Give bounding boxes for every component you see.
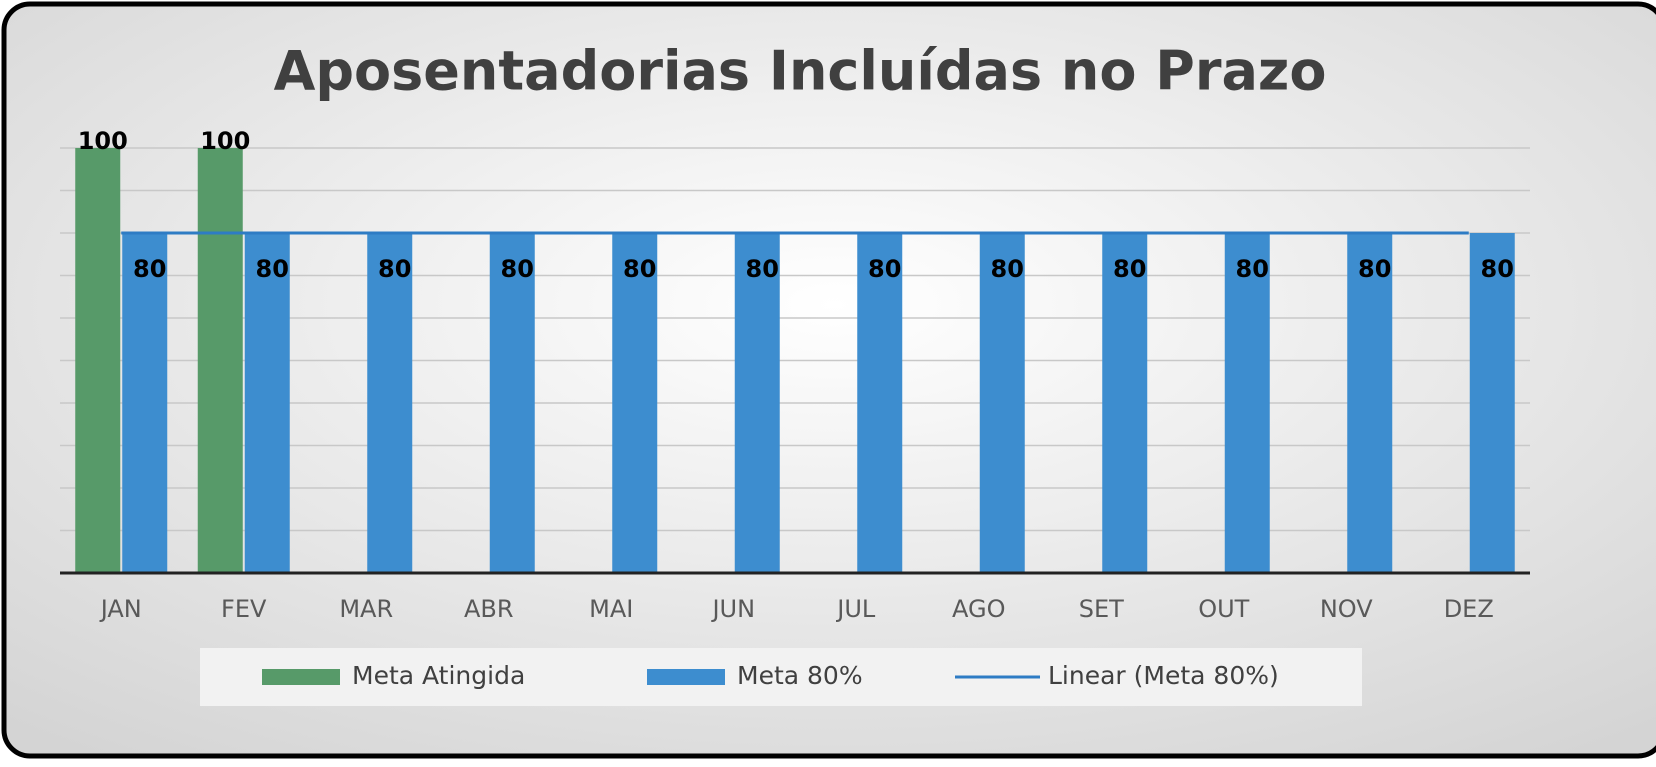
x-tick-label: NOV [1320,595,1373,623]
data-label: 80 [1236,255,1269,283]
data-label: 80 [1358,255,1391,283]
x-tick-label: MAI [589,595,633,623]
legend-label: Meta Atingida [352,661,525,690]
bar [612,233,658,573]
data-label: 80 [501,255,534,283]
bar [197,148,243,573]
x-tick-label: JUN [710,595,755,623]
bar [1469,233,1515,573]
bar [1224,233,1270,573]
x-tick-label: JUL [835,595,876,623]
x-tick-label: AGO [952,595,1005,623]
bar [1102,233,1148,573]
bar [857,233,903,573]
x-tick-label: JAN [99,595,142,623]
legend-label: Linear (Meta 80%) [1048,661,1279,690]
data-label: 80 [378,255,411,283]
bar [1347,233,1393,573]
bar [489,233,535,573]
data-label: 80 [1113,255,1146,283]
chart-title: Aposentadorias Incluídas no Prazo [274,40,1327,103]
bar [979,233,1025,573]
bar [244,233,290,573]
x-tick-label: ABR [464,595,514,623]
legend-swatch [262,669,340,685]
x-tick-label: SET [1079,595,1124,623]
data-label: 100 [78,127,128,155]
data-label: 80 [1481,255,1514,283]
data-label: 100 [200,127,250,155]
x-tick-label: DEZ [1444,595,1494,623]
x-tick-label: OUT [1198,595,1249,623]
bar [734,233,780,573]
bar [367,233,413,573]
legend-label: Meta 80% [737,661,863,690]
data-label: 80 [133,255,166,283]
bar [75,148,121,573]
x-tick-label: FEV [221,595,267,623]
data-label: 80 [256,255,289,283]
x-tick-label: MAR [339,595,393,623]
bar [122,233,168,573]
data-label: 80 [868,255,901,283]
data-label: 80 [623,255,656,283]
legend-swatch [647,669,725,685]
data-label: 80 [991,255,1024,283]
legend [200,648,1362,706]
data-label: 80 [746,255,779,283]
